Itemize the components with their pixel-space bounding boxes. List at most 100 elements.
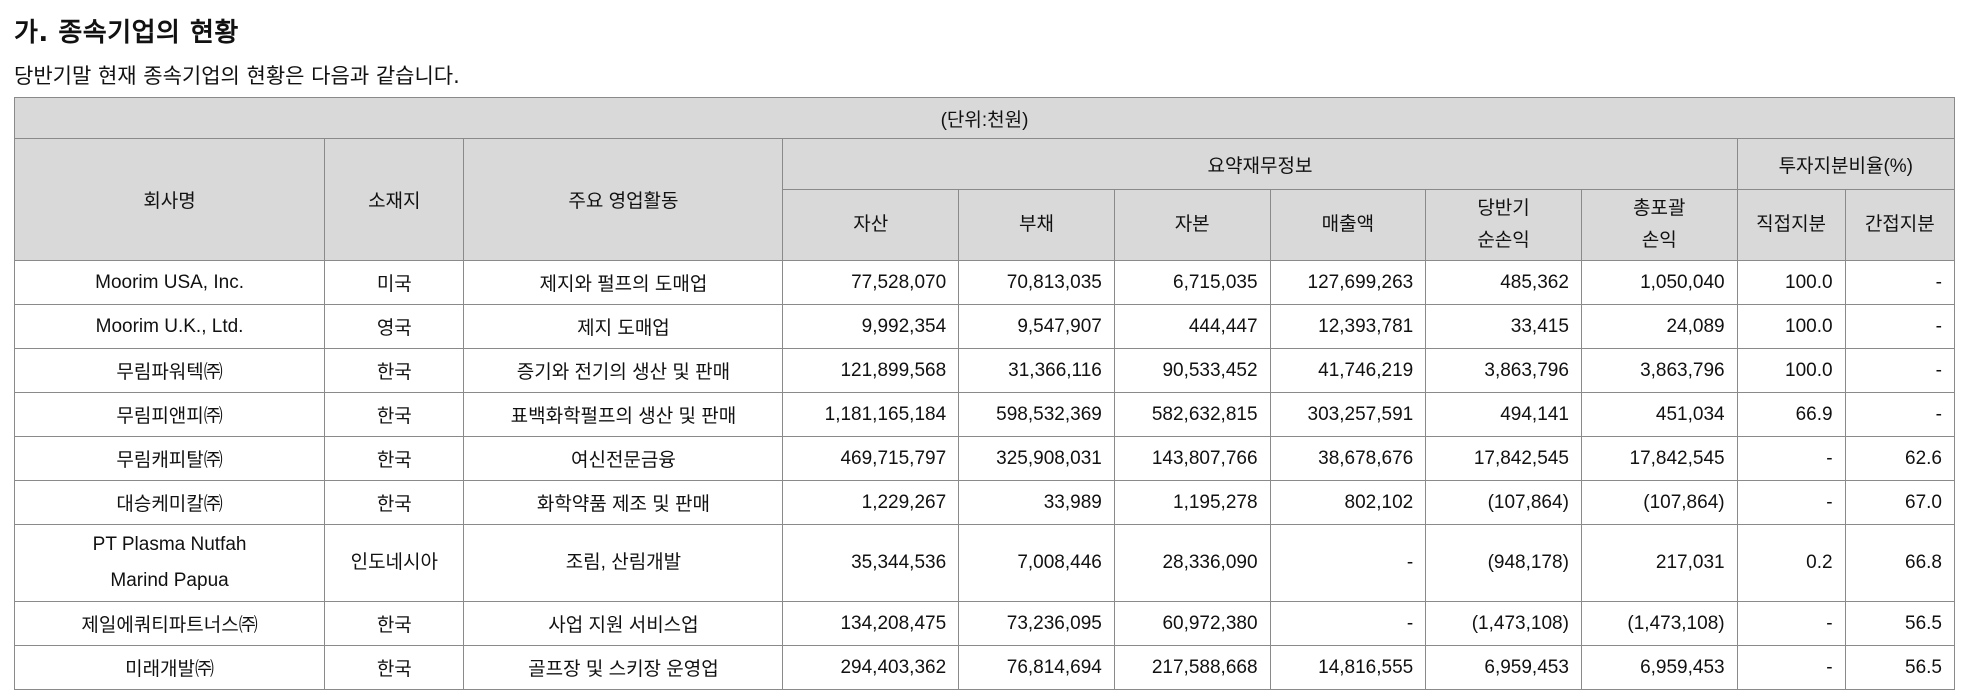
header-net-income-line2: 순손익 xyxy=(1477,230,1530,251)
cell-company: 무림피앤피㈜ xyxy=(13,392,326,437)
header-indirect-share: 간접지분 xyxy=(1844,189,1956,261)
cell-business: 증기와 전기의 생산 및 판매 xyxy=(463,348,784,393)
table-row: Moorim USA, Inc. 미국 제지와 펄프의 도매업 77,528,070 7… xyxy=(13,260,1956,305)
cell-equity: 60,972,380 xyxy=(1113,601,1271,646)
header-comprehensive-line2: 손익 xyxy=(1641,230,1677,251)
cell-location: 한국 xyxy=(324,348,465,393)
section-description: 당반기말 현재 종속기업의 현황은 다음과 같습니다. xyxy=(14,64,460,88)
cell-business: 표백화학펄프의 생산 및 판매 xyxy=(463,392,784,437)
cell-company: 미래개발㈜ xyxy=(13,645,326,690)
cell-indirect: - xyxy=(1844,392,1956,437)
table-row: Moorim U.K., Ltd. 영국 제지 도매업 9,992,354 9,547,… xyxy=(13,304,1956,349)
cell-sales: 38,678,676 xyxy=(1269,436,1427,481)
header-net-income-line1: 당반기 xyxy=(1477,198,1530,219)
cell-equity: 217,588,668 xyxy=(1113,645,1271,690)
cell-direct: - xyxy=(1736,601,1846,646)
cell-equity: 6,715,035 xyxy=(1113,260,1271,305)
cell-direct: 0.2 xyxy=(1736,524,1846,602)
cell-assets: 121,899,568 xyxy=(782,348,960,393)
cell-equity: 582,632,815 xyxy=(1113,392,1271,437)
cell-liabilities: 73,236,095 xyxy=(958,601,1115,646)
table-row: PT Plasma Nutfah Marind Papua 인도네시아 조림, 산림개… xyxy=(13,524,1956,602)
header-sales: 매출액 xyxy=(1269,189,1427,261)
cell-location: 인도네시아 xyxy=(324,524,465,602)
cell-sales: 127,699,263 xyxy=(1269,260,1427,305)
cell-indirect: 67.0 xyxy=(1844,480,1956,525)
cell-location: 한국 xyxy=(324,392,465,437)
cell-indirect: 56.5 xyxy=(1844,645,1956,690)
cell-net-income: (107,864) xyxy=(1425,480,1582,525)
cell-business: 제지와 펄프의 도매업 xyxy=(463,260,784,305)
cell-assets: 35,344,536 xyxy=(782,524,960,602)
cell-direct: - xyxy=(1736,436,1846,481)
cell-comprehensive: 24,089 xyxy=(1580,304,1738,349)
header-business: 주요 영업활동 xyxy=(463,138,784,261)
cell-equity: 444,447 xyxy=(1113,304,1271,349)
cell-indirect: 66.8 xyxy=(1844,524,1956,602)
cell-company: Moorim U.K., Ltd. xyxy=(13,304,326,349)
table-body: Moorim USA, Inc. 미국 제지와 펄프의 도매업 77,528,070 7… xyxy=(13,260,1956,690)
cell-assets: 294,403,362 xyxy=(782,645,960,690)
cell-direct: 100.0 xyxy=(1736,348,1846,393)
cell-indirect: 62.6 xyxy=(1844,436,1956,481)
cell-comprehensive: 17,842,545 xyxy=(1580,436,1738,481)
cell-location: 한국 xyxy=(324,645,465,690)
cell-business: 골프장 및 스키장 운영업 xyxy=(463,645,784,690)
cell-company: 무림파워텍㈜ xyxy=(13,348,326,393)
table-row: 무림피앤피㈜ 한국 표백화학펄프의 생산 및 판매 1,181,165,184 598,… xyxy=(13,392,1956,437)
cell-net-income: 494,141 xyxy=(1425,392,1582,437)
cell-net-income: 6,959,453 xyxy=(1425,645,1582,690)
cell-liabilities: 70,813,035 xyxy=(958,260,1115,305)
cell-assets: 469,715,797 xyxy=(782,436,960,481)
cell-direct: 66.9 xyxy=(1736,392,1846,437)
header-investment-ratio: 투자지분비율(%) xyxy=(1736,138,1956,190)
company-name-line1: PT Plasma Nutfah xyxy=(92,534,247,555)
header-assets: 자산 xyxy=(782,189,960,261)
table-row: 제일에쿼티파트너스㈜ 한국 사업 지원 서비스업 134,208,475 73,236,… xyxy=(13,601,1956,646)
cell-location: 한국 xyxy=(324,601,465,646)
header-financial-summary: 요약재무정보 xyxy=(782,138,1738,190)
cell-net-income: 33,415 xyxy=(1425,304,1582,349)
cell-equity: 1,195,278 xyxy=(1113,480,1271,525)
cell-liabilities: 598,532,369 xyxy=(958,392,1115,437)
cell-business: 여신전문금융 xyxy=(463,436,784,481)
cell-indirect: 56.5 xyxy=(1844,601,1956,646)
company-name-line2: Marind Papua xyxy=(110,570,229,591)
cell-business: 화학약품 제조 및 판매 xyxy=(463,480,784,525)
cell-net-income: 3,863,796 xyxy=(1425,348,1582,393)
cell-equity: 143,807,766 xyxy=(1113,436,1271,481)
cell-liabilities: 325,908,031 xyxy=(958,436,1115,481)
cell-location: 미국 xyxy=(324,260,465,305)
cell-net-income: 17,842,545 xyxy=(1425,436,1582,481)
cell-sales: - xyxy=(1269,601,1427,646)
header-company: 회사명 xyxy=(13,138,326,261)
header-location: 소재지 xyxy=(324,138,465,261)
cell-assets: 77,528,070 xyxy=(782,260,960,305)
cell-sales: 41,746,219 xyxy=(1269,348,1427,393)
cell-location: 한국 xyxy=(324,436,465,481)
cell-company: Moorim USA, Inc. xyxy=(13,260,326,305)
cell-liabilities: 33,989 xyxy=(958,480,1115,525)
cell-liabilities: 9,547,907 xyxy=(958,304,1115,349)
header-equity: 자본 xyxy=(1113,189,1271,261)
cell-direct: 100.0 xyxy=(1736,260,1846,305)
cell-comprehensive: 451,034 xyxy=(1580,392,1738,437)
cell-sales: 12,393,781 xyxy=(1269,304,1427,349)
header-direct-share: 직접지분 xyxy=(1736,189,1846,261)
cell-company: 무림캐피탈㈜ xyxy=(13,436,326,481)
table-row: 무림캐피탈㈜ 한국 여신전문금융 469,715,797 325,908,031 143,… xyxy=(13,436,1956,481)
cell-direct: 100.0 xyxy=(1736,304,1846,349)
cell-location: 한국 xyxy=(324,480,465,525)
header-comprehensive-line1: 총포괄 xyxy=(1633,198,1686,219)
cell-comprehensive: (107,864) xyxy=(1580,480,1738,525)
cell-comprehensive: 217,031 xyxy=(1580,524,1738,602)
cell-business: 사업 지원 서비스업 xyxy=(463,601,784,646)
cell-comprehensive: 3,863,796 xyxy=(1580,348,1738,393)
table-row: 무림파워텍㈜ 한국 증기와 전기의 생산 및 판매 121,899,568 31,366… xyxy=(13,348,1956,393)
table-row: 대승케미칼㈜ 한국 화학약품 제조 및 판매 1,229,267 33,989 1,195… xyxy=(13,480,1956,525)
cell-comprehensive: 6,959,453 xyxy=(1580,645,1738,690)
table-row: 미래개발㈜ 한국 골프장 및 스키장 운영업 294,403,362 76,814,69… xyxy=(13,645,1956,690)
cell-location: 영국 xyxy=(324,304,465,349)
